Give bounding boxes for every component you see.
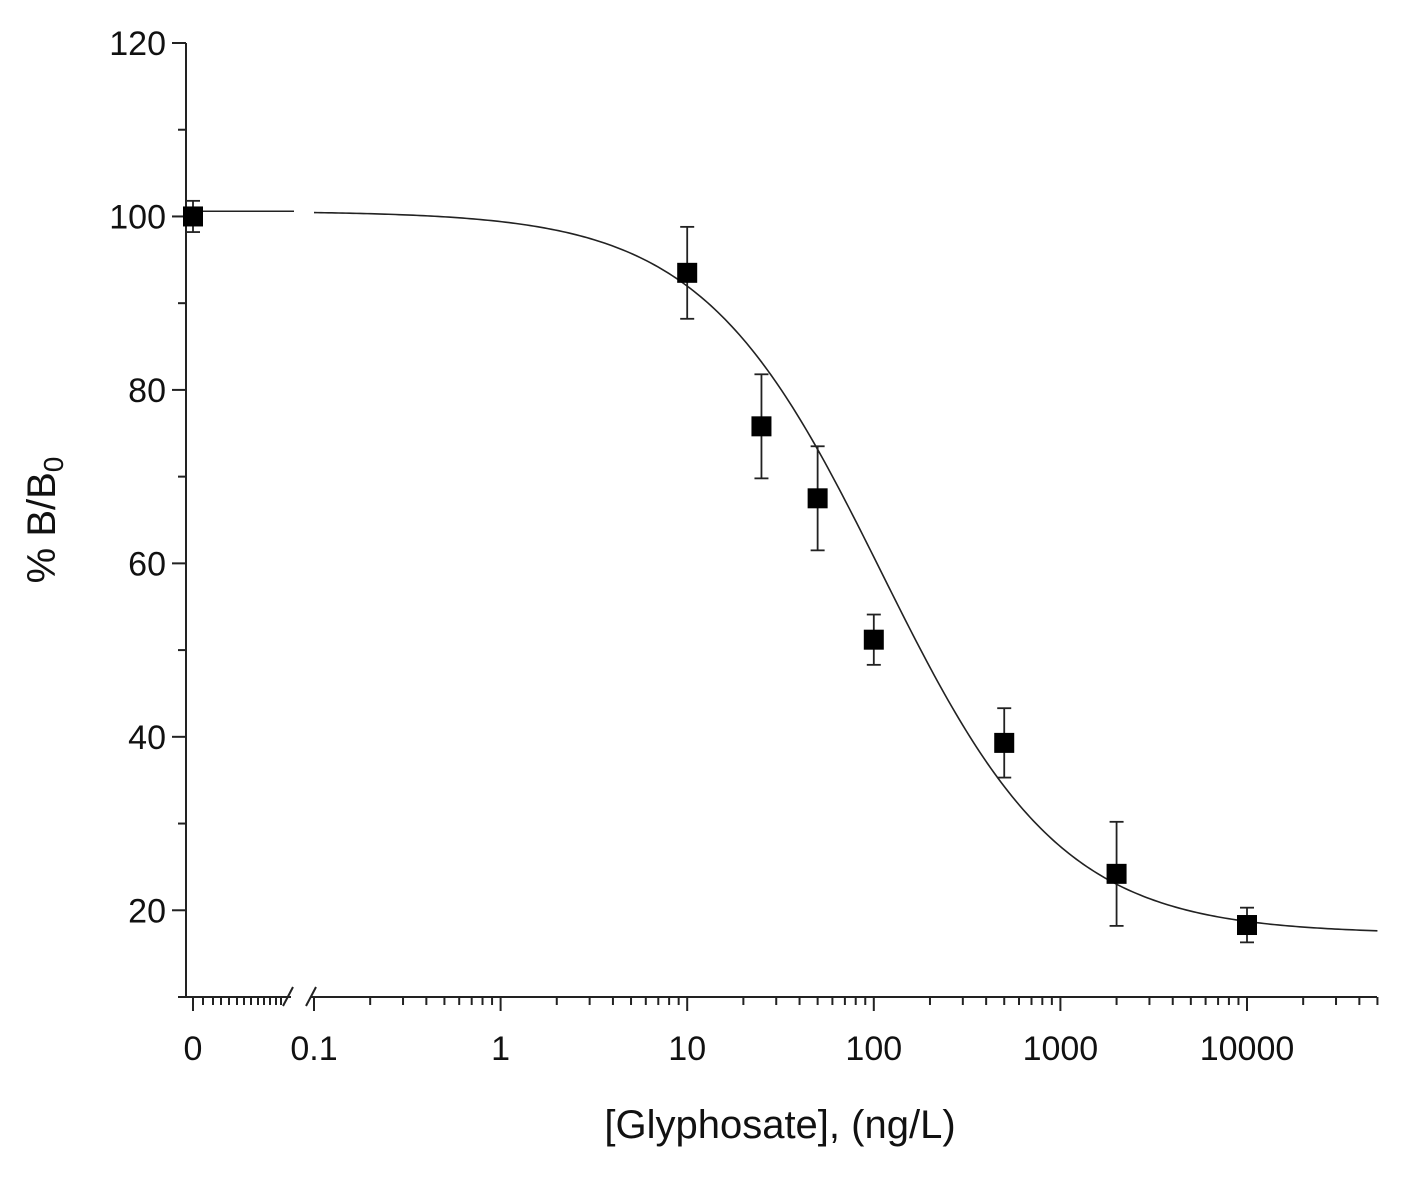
data-marker-square	[807, 488, 828, 509]
data-point	[1106, 820, 1127, 927]
x-tick-label: 0.1	[290, 1030, 337, 1068]
y-tick-label: 80	[128, 372, 166, 410]
data-point	[863, 613, 884, 666]
y-tick-label: 120	[109, 25, 166, 63]
y-tick-label: 20	[128, 892, 166, 930]
data-point	[994, 707, 1015, 779]
fit-curve	[313, 211, 1378, 932]
x-tick-label: 10000	[1200, 1030, 1295, 1068]
data-point	[1237, 906, 1257, 944]
data-marker-square	[677, 262, 698, 283]
x-tick-label: 0	[184, 1030, 203, 1068]
x-tick-label: 10	[668, 1030, 706, 1068]
data-point	[807, 445, 828, 552]
data-marker-square	[863, 629, 884, 650]
y-tick-label: 40	[128, 719, 166, 757]
x-axis-label: [Glyphosate], (ng/L)	[604, 1103, 955, 1147]
x-tick-label: 1	[491, 1030, 510, 1068]
data-point	[677, 225, 698, 320]
x-tick-label: 1000	[1023, 1030, 1099, 1068]
data-point	[751, 373, 772, 480]
fit-curve-layer	[193, 210, 1378, 932]
y-axis-label-main: % B/B	[20, 472, 64, 583]
y-tick-label: 100	[109, 198, 166, 236]
x-axis-break-mark	[282, 986, 294, 1007]
data-point	[183, 199, 203, 233]
y-tick-label: 60	[128, 545, 166, 583]
y-axis-label: % B/B0	[20, 457, 69, 584]
axes	[172, 42, 1379, 1011]
data-marker-square	[1106, 863, 1127, 884]
x-tick-label: 100	[845, 1030, 902, 1068]
tick-labels-layer: 20 40 60 80 100 120 0 0.1 1 10 100 1000 10000	[109, 25, 1294, 1068]
data-marker-square	[751, 416, 772, 437]
x-axis-break-mark	[305, 986, 317, 1007]
data-marker-square	[994, 732, 1015, 753]
data-marker-square	[183, 206, 203, 227]
y-axis-label-subscript: 0	[38, 457, 69, 473]
data-marker-square	[1237, 915, 1257, 936]
data-points-layer	[183, 199, 1257, 944]
